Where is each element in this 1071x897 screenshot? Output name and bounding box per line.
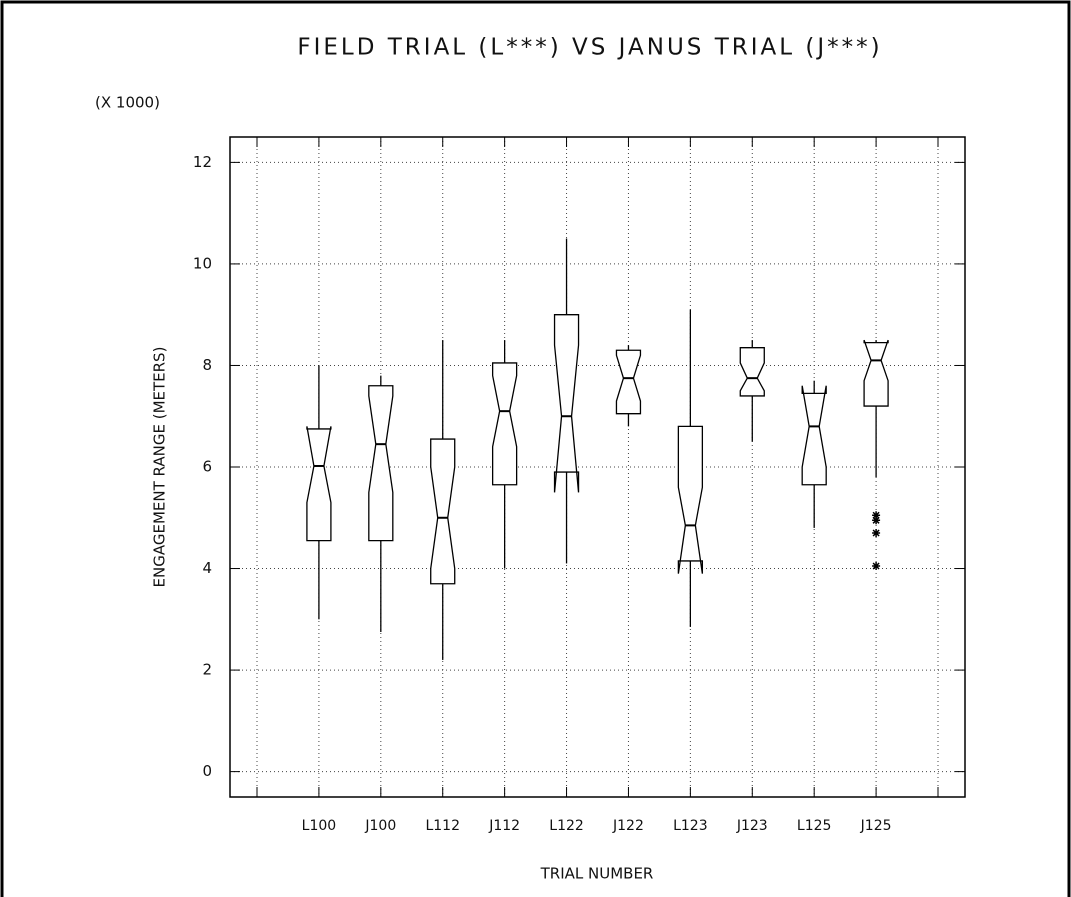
y-tick-label: 4 (202, 559, 212, 577)
outlier (872, 562, 881, 570)
x-tick-label: J112 (488, 818, 520, 834)
x-tick-label: J122 (612, 818, 644, 834)
notched-box (739, 347, 765, 397)
notched-box (863, 339, 889, 407)
notched-box (368, 385, 394, 542)
notched-box (801, 385, 827, 486)
outlier (872, 516, 881, 525)
x-tick-label: L122 (549, 818, 584, 834)
y-tick-label: 10 (193, 254, 212, 272)
x-tick-label: L125 (797, 818, 832, 834)
chart-title: FIELD TRIAL (L***) VS JANUS TRIAL (J***) (297, 35, 882, 61)
notched-box (553, 314, 580, 493)
notched-box (430, 438, 456, 585)
y-tick-label: 6 (202, 458, 212, 476)
y-tick-label: 0 (202, 762, 212, 780)
notched-box (615, 349, 642, 415)
x-tick-label: L123 (673, 818, 708, 834)
x-tick-label: J125 (860, 818, 892, 834)
y-axis-label: ENGAGEMENT RANGE (METERS) (151, 347, 169, 588)
y-multiplier: (X 1000) (95, 94, 160, 112)
y-tick-label: 8 (202, 356, 212, 374)
x-tick-label: L100 (302, 818, 337, 834)
x-tick-label: L112 (425, 818, 460, 834)
x-axis-label: TRIAL NUMBER (540, 865, 654, 883)
x-tick-label: J100 (364, 818, 396, 834)
x-tick-label: J123 (736, 818, 768, 834)
outlier (872, 529, 881, 537)
outlier (872, 511, 881, 520)
y-tick-label: 12 (193, 153, 212, 171)
notched-box (306, 426, 332, 542)
notched-box (491, 362, 518, 486)
notched-box (677, 425, 704, 574)
y-tick-label: 2 (202, 661, 212, 679)
